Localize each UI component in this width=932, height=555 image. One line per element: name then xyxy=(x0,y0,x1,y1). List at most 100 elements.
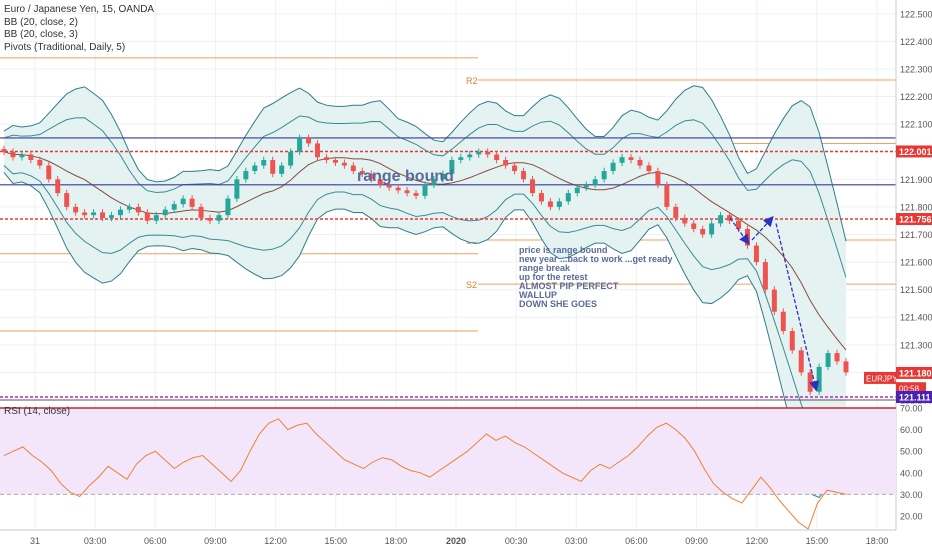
candle-body xyxy=(10,151,16,158)
price-tag-bg xyxy=(896,390,932,403)
candle-body xyxy=(162,209,168,216)
candle-body xyxy=(117,209,123,216)
candle-body xyxy=(503,160,509,166)
price-tick-label: 121.700 xyxy=(900,230,932,240)
candle-body xyxy=(789,331,795,351)
candle-body xyxy=(413,193,419,196)
candle-body xyxy=(153,215,159,221)
candle-body xyxy=(664,184,670,207)
time-tick-label: 18:00 xyxy=(866,536,889,546)
price-tag-label: 121.180 xyxy=(899,368,932,378)
candle-body xyxy=(368,173,374,180)
price-tick-label: 122.500 xyxy=(900,9,932,19)
note-line-2: new year ...back to work ...get ready xyxy=(519,254,673,264)
candle-body xyxy=(798,350,804,373)
price-tag-timer: 00:58 xyxy=(899,385,920,394)
time-tick-label: 15:00 xyxy=(806,536,829,546)
candle-body xyxy=(91,212,97,216)
candle-body xyxy=(574,187,580,194)
candle-body xyxy=(467,154,473,158)
rsi-tick-label: 30.00 xyxy=(900,490,923,500)
candle-body xyxy=(458,157,464,160)
candle-body xyxy=(807,372,813,392)
candle-body xyxy=(843,361,849,373)
candle-body xyxy=(386,184,392,188)
rsi-legend: RSI (14, close) xyxy=(4,406,71,417)
price-tick-label: 121.600 xyxy=(900,258,932,268)
time-tick-label: 31 xyxy=(30,536,40,546)
candle-body xyxy=(583,184,589,188)
candle-body xyxy=(521,171,527,180)
candle-body xyxy=(816,366,822,392)
candle-body xyxy=(619,157,625,163)
note-line-4: up for the retest xyxy=(519,272,588,282)
pivot-label-r2: R2 xyxy=(466,76,478,86)
candle-body xyxy=(288,151,294,166)
rsi-tick-label: 20.00 xyxy=(900,512,923,522)
candle-body xyxy=(682,217,688,224)
annotation-arrow xyxy=(775,223,820,392)
candle-body xyxy=(341,162,347,166)
price-tag-bg xyxy=(896,366,932,379)
candle-body xyxy=(171,204,177,210)
candle-body xyxy=(431,179,437,185)
candle-body xyxy=(718,215,724,224)
candle-body xyxy=(108,215,114,218)
candle-body xyxy=(297,137,303,152)
candle-body xyxy=(315,143,321,158)
range-bound-label: range bound xyxy=(357,168,454,185)
note-line-6: WALLUP xyxy=(519,290,557,300)
rsi-tick-label: 60.00 xyxy=(900,425,923,435)
candle-body xyxy=(332,160,338,163)
candle-body xyxy=(198,206,204,218)
price-tick-label: 121.900 xyxy=(900,175,932,185)
candle-body xyxy=(100,212,106,218)
candle-body xyxy=(637,160,643,166)
candle-body xyxy=(323,157,329,160)
rsi-tick-label: 70.00 xyxy=(900,404,923,414)
candle-body xyxy=(762,262,768,290)
candle-body xyxy=(404,190,410,194)
rsi-tick-label: 40.00 xyxy=(900,468,923,478)
candle-body xyxy=(395,187,401,191)
time-tick-label: 12:00 xyxy=(745,536,768,546)
candle-body xyxy=(512,165,518,172)
candle-body xyxy=(736,220,742,229)
candle-body xyxy=(529,179,535,194)
candle-body xyxy=(592,179,598,185)
candle-body xyxy=(225,198,231,216)
indicator-pivots: Pivots (Traditional, Daily, 5) xyxy=(4,41,126,53)
candle-body xyxy=(673,206,679,218)
note-line-3: range break xyxy=(519,263,571,273)
price-tick-label: 121.500 xyxy=(900,285,932,295)
candle-body xyxy=(207,217,213,221)
candle-body xyxy=(556,201,562,207)
price-tag-bg xyxy=(896,145,932,158)
bb3-fill xyxy=(4,85,846,498)
candle-body xyxy=(538,193,544,202)
candle-body xyxy=(350,165,356,172)
annotation-note: price is range bound new year ...back to… xyxy=(519,246,673,309)
candle-body xyxy=(655,171,661,185)
price-tick-label: 122.200 xyxy=(900,92,932,102)
candle-body xyxy=(727,215,733,221)
price-tick-label: 121.300 xyxy=(900,340,932,350)
candle-body xyxy=(234,179,240,199)
candle-body xyxy=(422,184,428,196)
candle-body xyxy=(377,179,383,185)
candle-body xyxy=(144,212,150,221)
candle-body xyxy=(691,223,697,229)
time-tick-label: 03:00 xyxy=(565,536,588,546)
time-tick-label: 18:00 xyxy=(385,536,408,546)
candle-body xyxy=(64,193,70,207)
note-line-1: price is range bound xyxy=(519,245,608,255)
time-tick-label: 12:00 xyxy=(264,536,287,546)
time-tick-label: 06:00 xyxy=(144,536,167,546)
annotation-arrow xyxy=(729,217,750,245)
price-tag-eurjpy-bg xyxy=(864,371,896,384)
price-tick-label: 121.800 xyxy=(900,202,932,212)
indicator-bb2: BB (20, close, 2) xyxy=(4,16,78,28)
price-tick-label: 121.400 xyxy=(900,313,932,323)
candle-body xyxy=(73,206,79,213)
